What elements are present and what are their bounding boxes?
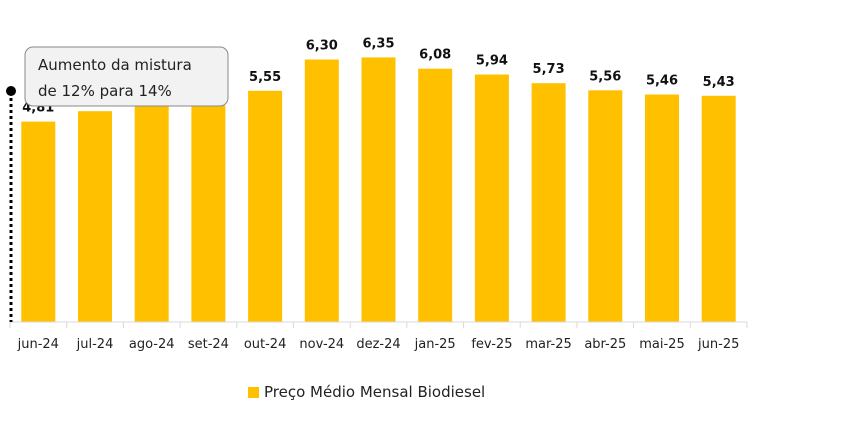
bars-group [21,57,736,323]
x-tick-label-mai-25: mai-25 [639,337,684,352]
x-tick-label-jul-24: jul-24 [76,337,114,352]
x-tick-label-abr-25: abr-25 [584,337,626,352]
data-label-nov-24: 6,30 [306,39,338,54]
data-label-jun-25: 5,43 [703,75,735,90]
bar-nov-24 [304,59,339,322]
x-tick-label-jan-25: jan-25 [414,337,456,352]
x-tick-label-fev-25: fev-25 [471,337,512,352]
bar-fev-25 [474,74,509,322]
data-label-mar-25: 5,73 [533,62,565,77]
x-tick-label-set-24: set-24 [188,337,229,352]
x-tick-label-out-24: out-24 [244,337,287,352]
data-label-jan-25: 6,08 [419,48,451,63]
bar-mar-25 [531,83,566,322]
x-axis-ticks-group [9,322,748,328]
bar-ago-24 [134,105,169,322]
bar-dez-24 [361,57,396,323]
x-tick-label-jun-24: jun-24 [17,337,59,352]
annotation-box [24,46,229,107]
x-tick-label-mar-25: mar-25 [525,337,571,352]
legend-label: Preço Médio Mensal Biodiesel [264,383,485,401]
data-label-out-24: 5,55 [249,70,281,85]
bar-abr-25 [588,90,623,322]
bar-jan-25 [418,68,453,322]
bar-set-24 [191,105,226,322]
data-label-mai-25: 5,46 [646,74,678,89]
annotation: Aumento da mistura de 12% para 14% [6,46,229,322]
x-tick-label-dez-24: dez-24 [356,337,400,352]
bar-jul-24 [78,111,112,322]
annotation-text-line-2: de 12% para 14% [38,82,172,100]
x-tick-label-ago-24: ago-24 [129,337,175,352]
bar-mai-25 [645,94,679,322]
data-label-dez-24: 6,35 [362,36,394,51]
legend: Preço Médio Mensal Biodiesel [248,383,485,401]
x-tick-labels-group: jun-24 jul-24 ago-24 set-24 out-24 nov-24 dez-… [17,337,740,352]
x-tick-label-jun-25: jun-25 [697,337,739,352]
bar-jun-25 [701,95,736,323]
annotation-text-line-1: Aumento da mistura [38,56,192,74]
annotation-marker-dot [6,86,16,96]
data-label-abr-25: 5,56 [589,69,621,84]
bar-out-24 [248,90,283,323]
x-tick-label-nov-24: nov-24 [299,337,344,352]
data-label-fev-25: 5,94 [476,54,508,69]
legend-swatch [248,387,259,398]
bar-jun-24 [21,121,56,322]
